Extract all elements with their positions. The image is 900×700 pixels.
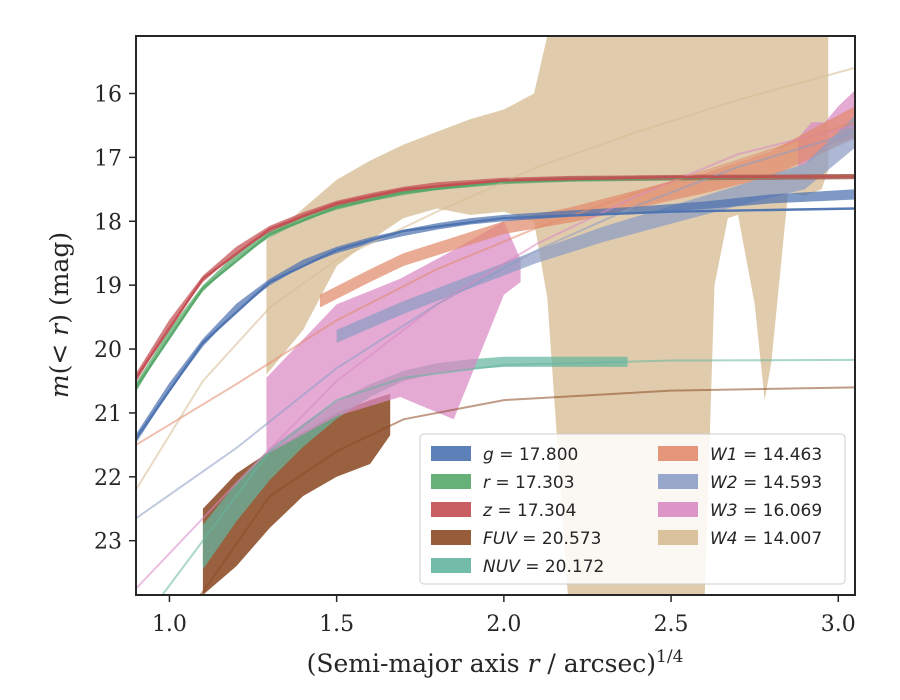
- legend-label-w2: W2 = 14.593: [710, 473, 822, 493]
- legend-swatch-w1: [658, 446, 698, 461]
- y-tick-label: 16: [94, 82, 122, 107]
- model-line-z: [136, 175, 855, 379]
- legend-swatch-nuv: [431, 558, 471, 573]
- x-tick-label: 2.0: [486, 612, 521, 637]
- x-tick-label: 3.0: [821, 612, 856, 637]
- plot-frame: [135, 35, 856, 596]
- y-tick-label: 19: [94, 274, 122, 299]
- band-w1: [319, 106, 855, 308]
- legend-label-r: r = 17.303: [483, 473, 575, 493]
- legend: g = 17.800 r = 17.303 z = 17.304 FUV = 20.5…: [419, 433, 846, 585]
- legend-swatch-w3: [658, 502, 698, 517]
- series-model-lines: [136, 66, 855, 595]
- legend-swatch-g: [431, 446, 471, 461]
- x-axis-label: (Semi-major axis r / arcsec)1/4: [307, 647, 684, 678]
- legend-label-w4: W4 = 14.007: [710, 529, 822, 549]
- model-line-fuv: [199, 386, 855, 595]
- x-tick-label: 1.0: [152, 612, 187, 637]
- y-tick-label: 21: [94, 402, 122, 427]
- y-tick-label: 23: [94, 530, 122, 555]
- legend-label-w3: W3 = 16.069: [710, 501, 822, 521]
- model-line-w4: [136, 66, 855, 491]
- model-line-nuv: [161, 358, 855, 595]
- legend-swatch-r: [431, 474, 471, 489]
- legend-label-w1: W1 = 14.463: [710, 445, 822, 465]
- legend-label-fuv: FUV = 20.573: [483, 529, 601, 549]
- y-tick-label: 18: [94, 210, 122, 235]
- legend-swatch-w2: [658, 474, 698, 489]
- x-tick-label: 2.5: [654, 612, 689, 637]
- model-line-g: [136, 207, 855, 440]
- legend-swatch-z: [431, 502, 471, 517]
- model-line-w3: [136, 124, 855, 590]
- y-tick-label: 20: [94, 338, 122, 363]
- model-line-w1: [136, 121, 855, 446]
- legend-box: [419, 433, 846, 585]
- x-tick-label: 1.5: [319, 612, 354, 637]
- x-axis-ticks: 1.0 1.5 2.0 2.5 3.0: [152, 595, 856, 637]
- model-line-w2: [136, 130, 855, 520]
- legend-label-z: z = 17.304: [482, 501, 576, 521]
- y-tick-label: 17: [94, 146, 122, 171]
- legend-label-g: g = 17.800: [483, 445, 578, 465]
- y-axis-ticks: 16 17 18 19 20 21 22 23: [94, 82, 136, 555]
- legend-swatch-fuv: [431, 530, 471, 545]
- y-axis-label: m(< r) (mag): [45, 232, 74, 398]
- band-fuv: [202, 393, 391, 595]
- y-tick-label: 22: [94, 466, 122, 491]
- legend-swatch-w4: [658, 530, 698, 545]
- legend-label-nuv: NUV = 20.172: [483, 557, 604, 577]
